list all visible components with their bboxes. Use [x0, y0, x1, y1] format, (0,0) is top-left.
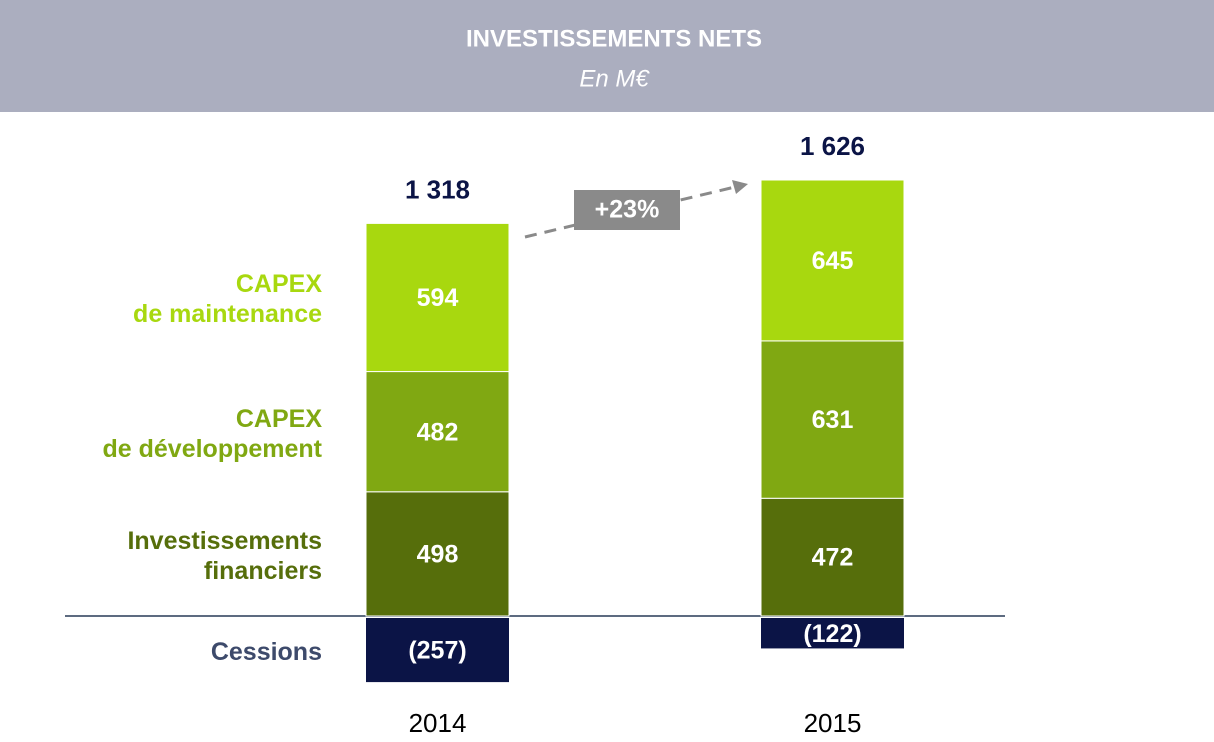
chart-title: INVESTISSEMENTS NETS	[466, 25, 762, 52]
legend-label: Cessions	[210, 638, 322, 667]
data-label: 482	[417, 418, 459, 446]
data-label: 645	[812, 247, 854, 275]
data-label: 472	[812, 544, 854, 572]
data-label: 594	[417, 284, 459, 312]
bar-segment	[760, 497, 905, 617]
data-label: 498	[417, 541, 459, 569]
bar-segment	[760, 340, 905, 499]
legend-label: Investissements financiers	[127, 526, 322, 585]
annotation: +23%	[595, 196, 660, 224]
data-label: 631	[812, 406, 854, 434]
x-tick-label: 2014	[409, 708, 467, 738]
header-band	[0, 0, 1214, 112]
arrow-head	[732, 180, 748, 194]
chart-subtitle: En M€	[579, 65, 650, 92]
total-label: 1 318	[405, 174, 470, 204]
bar-segment	[761, 618, 904, 649]
bar-segment	[760, 179, 905, 342]
total-label: 1 626	[800, 131, 865, 161]
bar-segment	[365, 222, 510, 373]
x-tick-label: 2015	[804, 708, 862, 738]
legend-label: CAPEX de maintenance	[133, 270, 322, 329]
data-label: (122)	[803, 620, 861, 648]
bar-segment	[366, 618, 509, 683]
annotation-box	[574, 190, 680, 230]
legend-label: CAPEX de développement	[102, 404, 323, 463]
data-label: (257)	[408, 637, 466, 665]
bar-segment	[365, 491, 510, 617]
